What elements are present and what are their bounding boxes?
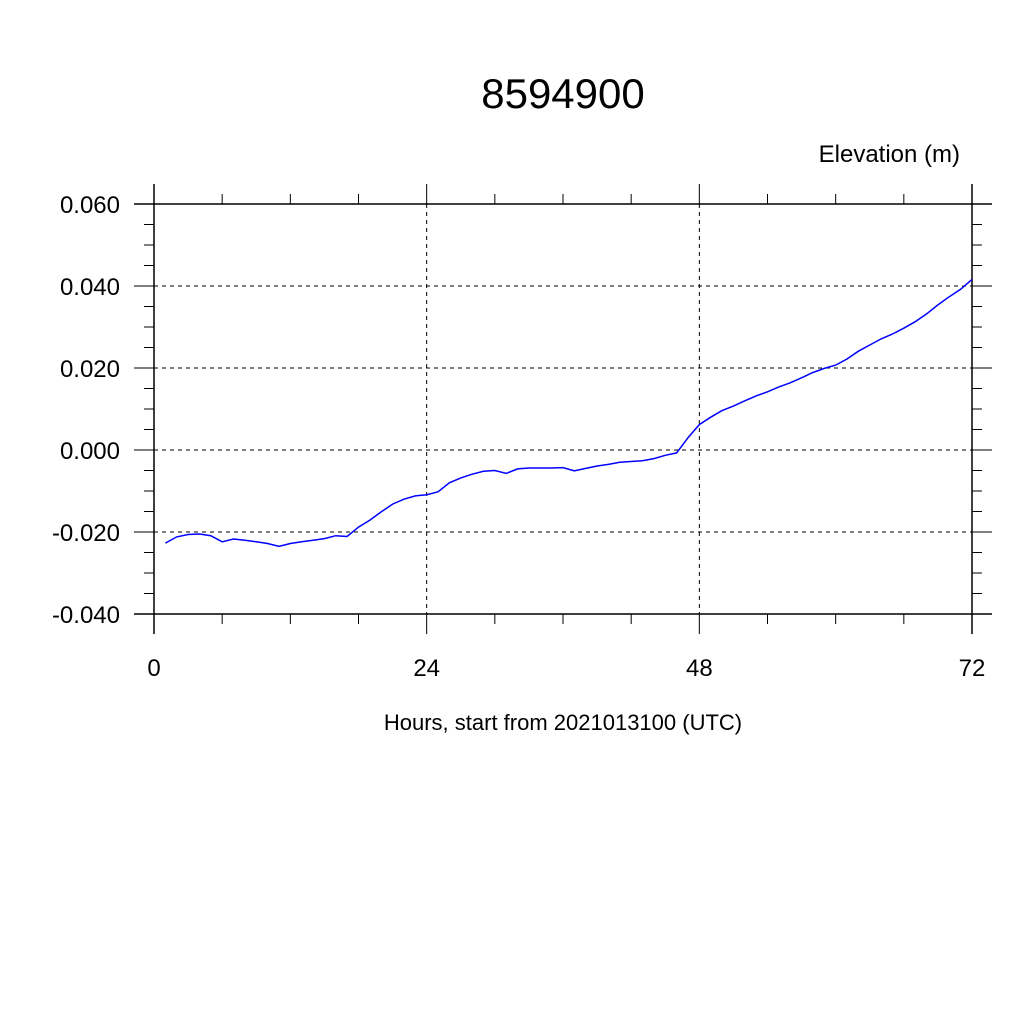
y-axis-label: Elevation (m) xyxy=(819,141,960,168)
y-tick-label: 0.000 xyxy=(60,438,120,465)
y-tick-label: 0.040 xyxy=(60,274,120,301)
x-tick-label: 24 xyxy=(413,655,440,682)
x-tick-label: 72 xyxy=(959,655,986,682)
y-tick-label: 0.020 xyxy=(60,356,120,383)
y-tick-label: 0.060 xyxy=(60,192,120,219)
y-tick-label: -0.020 xyxy=(52,520,120,547)
chart-title: 8594900 xyxy=(481,70,645,117)
x-axis-label: Hours, start from 2021013100 (UTC) xyxy=(384,710,742,735)
y-tick-label: -0.040 xyxy=(52,602,120,629)
elevation-line xyxy=(165,278,973,548)
x-tick-label: 0 xyxy=(147,655,160,682)
x-tick-label: 48 xyxy=(686,655,713,682)
